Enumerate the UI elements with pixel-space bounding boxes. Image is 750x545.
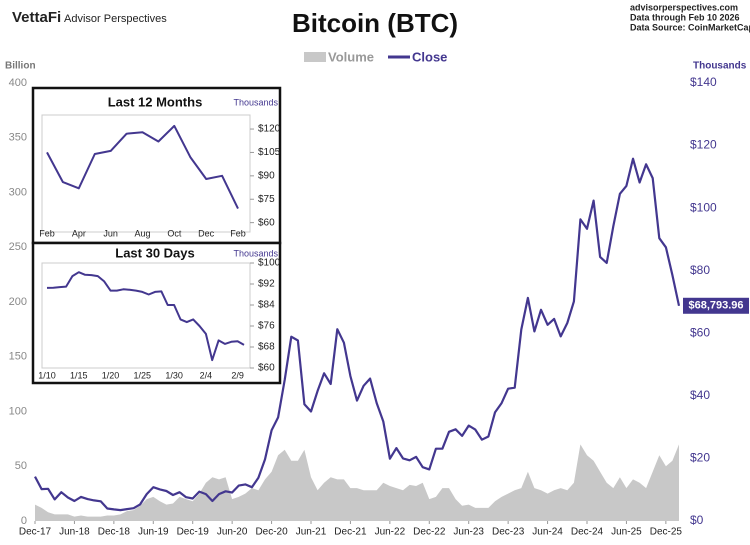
y-tick-label: 100 xyxy=(9,405,27,417)
x-tick-label: Jun-25 xyxy=(611,527,642,538)
x-tick-label: Dec-22 xyxy=(413,527,446,538)
x-tick-label: Jun-23 xyxy=(453,527,484,538)
y-tick-label: $120 xyxy=(258,124,281,135)
y2-tick-label: $60 xyxy=(690,325,710,339)
legend-label: Close xyxy=(412,49,447,64)
x-tick-label: Jun-22 xyxy=(375,527,406,538)
y2-tick-label: $100 xyxy=(690,200,717,214)
y-tick-label: $60 xyxy=(258,217,275,228)
x-tick-label: Dec-24 xyxy=(571,527,604,538)
inset-line xyxy=(46,271,245,362)
inset-plot xyxy=(41,114,251,233)
y2-tick-label: $0 xyxy=(690,513,704,527)
x-tick-label: Jun-18 xyxy=(59,527,90,538)
inset-frame xyxy=(31,241,282,385)
x-tick-label: 1/10 xyxy=(38,370,56,380)
legend: Volume Close xyxy=(304,49,447,64)
brand: VettaFi xyxy=(12,9,61,26)
x-tick-label: Aug xyxy=(134,228,150,238)
inset-axis-label: Thousands xyxy=(233,97,278,107)
inset-title: Last 12 Months xyxy=(108,94,203,109)
y-tick-label: 250 xyxy=(9,241,27,253)
x-tick-label: 2/4 xyxy=(200,370,213,380)
end-label-box xyxy=(683,297,749,314)
y-tick-label: 0 xyxy=(21,515,27,527)
x-tick-label: Jun-21 xyxy=(296,527,327,538)
y-tick-label: 50 xyxy=(15,460,27,472)
y-tick-label: 400 xyxy=(9,77,27,89)
inset-axis-label: Thousands xyxy=(233,248,278,258)
inset-frame xyxy=(31,86,282,245)
y2-tick-label: $140 xyxy=(690,75,717,89)
x-tick-label: Dec-17 xyxy=(19,527,52,538)
y-tick-label: 200 xyxy=(9,296,27,308)
y-axis-label: Billion xyxy=(5,61,36,72)
site: advisorperspectives.com xyxy=(630,2,738,12)
y2-axis-label: Thousands xyxy=(693,61,747,72)
x-tick-label: Jun-24 xyxy=(532,527,563,538)
y-tick-label: $60 xyxy=(258,363,275,374)
x-tick-label: Dec-23 xyxy=(492,527,525,538)
inset-line xyxy=(46,124,239,210)
x-tick-label: 1/25 xyxy=(134,370,152,380)
chart-title: Bitcoin (BTC) xyxy=(292,8,458,38)
x-tick-label: 1/30 xyxy=(165,370,183,380)
x-tick-label: Dec-19 xyxy=(177,527,210,538)
x-tick-label: 1/20 xyxy=(102,370,120,380)
x-tick-label: 1/15 xyxy=(70,370,88,380)
x-tick-label: Dec-21 xyxy=(334,527,367,538)
source: Data Source: CoinMarketCap xyxy=(630,22,750,32)
x-tick-label: Jun-19 xyxy=(138,527,169,538)
volume-area xyxy=(35,444,679,521)
inset-title: Last 30 Days xyxy=(115,245,195,260)
legend-label: Volume xyxy=(328,49,374,64)
y-tick-label: 350 xyxy=(9,132,27,144)
y2-tick-label: $20 xyxy=(690,451,710,465)
y-tick-label: $68 xyxy=(258,342,275,353)
y2-tick-label: $40 xyxy=(690,388,710,402)
y-tick-label: $100 xyxy=(258,258,281,269)
y-tick-label: $75 xyxy=(258,194,275,205)
inset-plot xyxy=(41,262,251,369)
brand-sub: Advisor Perspectives xyxy=(64,13,167,25)
x-tick-label: Apr xyxy=(72,228,86,238)
data-through: Data through Feb 10 2026 xyxy=(630,12,740,22)
y-tick-label: $92 xyxy=(258,279,275,290)
x-tick-label: Feb xyxy=(39,228,55,238)
y-tick-label: $76 xyxy=(258,321,275,332)
x-tick-label: Dec-18 xyxy=(98,527,131,538)
x-tick-label: Jun xyxy=(103,228,118,238)
x-tick-label: Jun-20 xyxy=(217,527,248,538)
y-tick-label: 300 xyxy=(9,186,27,198)
x-tick-label: Feb xyxy=(230,228,246,238)
y2-tick-label: $120 xyxy=(690,138,717,152)
y2-tick-label: $80 xyxy=(690,263,710,277)
end-label: $68,793.96 xyxy=(688,300,743,312)
x-tick-label: Dec xyxy=(198,228,215,238)
legend-swatch xyxy=(304,52,326,62)
y-tick-label: $90 xyxy=(258,170,275,181)
x-tick-label: Dec-20 xyxy=(255,527,288,538)
y-tick-label: 150 xyxy=(9,351,27,363)
x-tick-label: Oct xyxy=(167,228,182,238)
y-tick-label: $105 xyxy=(258,147,281,158)
x-tick-label: 2/9 xyxy=(231,370,244,380)
close-line xyxy=(34,157,681,512)
y-tick-label: $84 xyxy=(258,300,275,311)
x-tick-label: Dec-25 xyxy=(650,527,683,538)
